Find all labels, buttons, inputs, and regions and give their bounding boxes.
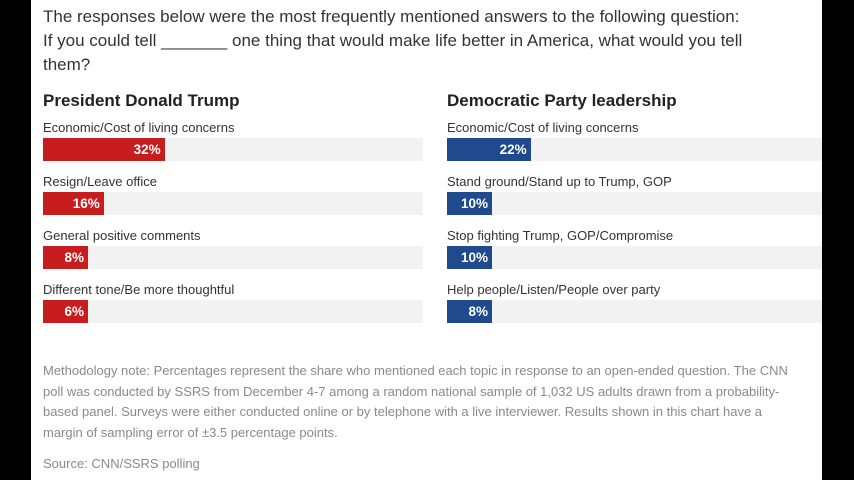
panel-title: President Donald Trump — [43, 91, 240, 110]
bar: 32% — [43, 138, 165, 161]
trump-panel: President Donald Trump Economic/Cost of … — [43, 88, 423, 332]
bar: 10% — [447, 192, 492, 215]
question-intro: The responses below were the most freque… — [43, 7, 740, 26]
category-label: Economic/Cost of living concerns — [43, 120, 235, 135]
bar: 8% — [43, 246, 88, 269]
category-label: Help people/Listen/People over party — [447, 282, 661, 297]
bar-row: Economic/Cost of living concerns 22% — [447, 116, 822, 170]
bar-track: 16% — [43, 192, 423, 215]
category-label: Stand ground/Stand up to Trump, GOP — [447, 174, 672, 189]
bar-row: General positive comments 8% — [43, 224, 423, 278]
chart-card: The responses below were the most freque… — [31, 0, 822, 480]
democratic-panel: Democratic Party leadership Economic/Cos… — [447, 88, 822, 332]
question-prompt: If you could tell _______ one thing that… — [43, 31, 743, 74]
category-label: Economic/Cost of living concerns — [447, 120, 639, 135]
bar-row: Stop fighting Trump, GOP/Compromise 10% — [447, 224, 822, 278]
bar-track: 8% — [447, 300, 822, 323]
bar-track: 10% — [447, 246, 822, 269]
bar: 8% — [447, 300, 492, 323]
category-label: Resign/Leave office — [43, 174, 157, 189]
bar-track: 22% — [447, 138, 822, 161]
bar-row: Economic/Cost of living concerns 32% — [43, 116, 423, 170]
bar-row: Resign/Leave office 16% — [43, 170, 423, 224]
bar-track: 8% — [43, 246, 423, 269]
bar-track: 10% — [447, 192, 822, 215]
bar: 10% — [447, 246, 492, 269]
category-label: Different tone/Be more thoughtful — [43, 282, 235, 297]
bar-row: Different tone/Be more thoughtful 6% — [43, 278, 423, 332]
bar: 16% — [43, 192, 104, 215]
category-label: Stop fighting Trump, GOP/Compromise — [447, 228, 674, 243]
bar-row: Stand ground/Stand up to Trump, GOP 10% — [447, 170, 822, 224]
panel-title: Democratic Party leadership — [447, 91, 677, 110]
category-label: General positive comments — [43, 228, 201, 243]
bar-track: 32% — [43, 138, 423, 161]
question-text: The responses below were the most freque… — [43, 5, 793, 77]
methodology-note: Methodology note: Percentages represent … — [43, 363, 788, 440]
bar-row: Help people/Listen/People over party 8% — [447, 278, 822, 332]
bar-track: 6% — [43, 300, 423, 323]
bar: 22% — [447, 138, 531, 161]
source-note: Source: CNN/SSRS polling — [43, 456, 200, 471]
bar: 6% — [43, 300, 88, 323]
